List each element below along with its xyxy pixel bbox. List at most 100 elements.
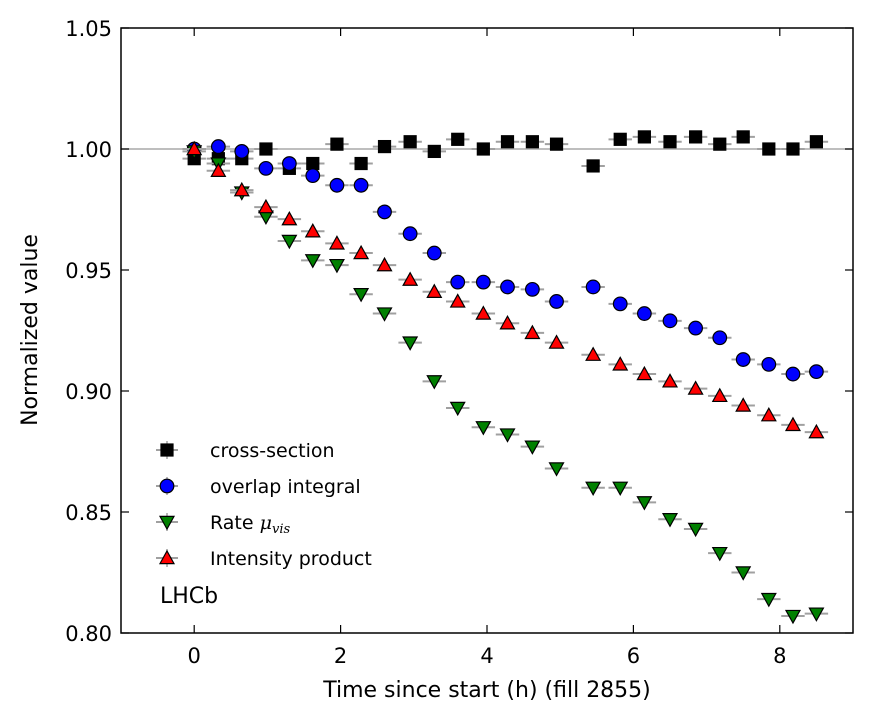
data-point bbox=[612, 481, 629, 497]
legend-marker bbox=[160, 443, 174, 457]
data-point bbox=[711, 387, 728, 403]
data-point bbox=[427, 144, 441, 159]
data-point bbox=[661, 373, 679, 388]
legend-item: overlap integral bbox=[156, 476, 361, 498]
data-point bbox=[736, 130, 750, 144]
data-point bbox=[329, 177, 345, 193]
data-point bbox=[426, 245, 442, 261]
data-point bbox=[524, 324, 541, 340]
data-point bbox=[475, 421, 492, 436]
data-point bbox=[500, 279, 515, 295]
data-point bbox=[258, 160, 274, 176]
tick-layer: 0 2 4 6 8 0.80 0.85 0.90 0.95 1.00 1.05 bbox=[65, 17, 853, 668]
data-point bbox=[735, 352, 751, 367]
legend-label: overlap integral bbox=[210, 476, 361, 498]
data-point bbox=[376, 256, 393, 272]
data-point bbox=[449, 293, 466, 308]
data-point bbox=[761, 356, 777, 372]
data-point bbox=[612, 296, 628, 312]
data-point bbox=[809, 135, 824, 149]
data-point bbox=[687, 522, 704, 538]
data-point bbox=[475, 274, 491, 290]
x-tick-label: 2 bbox=[334, 644, 347, 668]
data-point bbox=[784, 609, 801, 625]
legend-marker bbox=[158, 549, 176, 565]
x-tick-label: 0 bbox=[188, 644, 201, 668]
data-point bbox=[735, 566, 752, 581]
data-point bbox=[808, 423, 825, 439]
data-point bbox=[377, 139, 392, 154]
data-point bbox=[760, 592, 777, 608]
data-point bbox=[786, 142, 800, 156]
data-point bbox=[353, 244, 370, 260]
x-tick-label: 8 bbox=[773, 644, 786, 668]
data-point bbox=[402, 226, 418, 242]
data-layer bbox=[182, 130, 829, 625]
data-point bbox=[585, 346, 602, 361]
legend-label: Intensity product bbox=[210, 548, 372, 570]
y-tick-label: 0.95 bbox=[65, 259, 112, 283]
data-point bbox=[426, 375, 443, 390]
data-point bbox=[662, 313, 678, 329]
data-point bbox=[549, 294, 564, 309]
legend: cross-section overlap integral Rate μvis In… bbox=[156, 440, 372, 570]
legend-label: Rate μvis bbox=[210, 512, 290, 537]
data-point bbox=[353, 288, 370, 303]
data-point bbox=[353, 177, 369, 193]
x-axis-label: Time since start (h) (fill 2855) bbox=[322, 678, 651, 703]
data-point bbox=[735, 397, 752, 412]
data-point bbox=[585, 481, 602, 497]
y-tick-label: 0.90 bbox=[65, 380, 112, 404]
data-point bbox=[330, 137, 344, 151]
data-point bbox=[636, 496, 653, 511]
data-point bbox=[762, 142, 776, 156]
legend-item: Intensity product bbox=[156, 548, 372, 570]
data-point bbox=[426, 283, 443, 298]
data-point bbox=[613, 132, 627, 146]
x-tick-label: 6 bbox=[627, 644, 640, 668]
data-point bbox=[784, 416, 801, 432]
y-tick-label: 0.85 bbox=[65, 501, 112, 525]
data-point bbox=[449, 401, 466, 417]
data-point bbox=[548, 462, 565, 477]
data-point bbox=[328, 235, 345, 250]
legend-item: cross-section bbox=[156, 440, 335, 462]
lhcb-annotation: LHCb bbox=[160, 584, 218, 609]
data-point bbox=[304, 223, 321, 238]
data-point bbox=[281, 156, 297, 171]
data-point bbox=[549, 137, 564, 151]
data-point bbox=[689, 130, 703, 144]
data-point bbox=[809, 364, 824, 380]
data-point bbox=[636, 365, 653, 381]
data-point bbox=[785, 366, 801, 382]
data-point bbox=[524, 440, 541, 455]
data-point bbox=[281, 210, 298, 226]
data-point bbox=[760, 406, 777, 422]
data-point bbox=[210, 162, 227, 177]
data-point bbox=[637, 130, 651, 144]
data-point bbox=[524, 281, 540, 297]
data-point bbox=[354, 156, 368, 171]
data-point bbox=[661, 513, 679, 528]
data-point bbox=[210, 139, 226, 154]
data-point bbox=[186, 140, 203, 156]
data-point bbox=[711, 546, 728, 562]
data-point bbox=[500, 135, 515, 149]
y-axis-label: Normalized value bbox=[18, 234, 43, 426]
data-point bbox=[525, 135, 539, 149]
x-tick-label: 4 bbox=[480, 644, 493, 668]
data-point bbox=[808, 607, 825, 622]
data-point bbox=[305, 168, 321, 184]
data-point bbox=[402, 271, 419, 286]
data-point bbox=[259, 142, 273, 156]
data-point bbox=[499, 428, 516, 443]
data-point bbox=[476, 142, 490, 156]
data-point bbox=[377, 204, 392, 220]
data-point bbox=[233, 181, 250, 197]
data-point bbox=[257, 198, 274, 214]
data-point bbox=[234, 144, 250, 159]
data-point bbox=[328, 258, 345, 274]
legend-marker bbox=[159, 478, 175, 494]
data-point bbox=[475, 305, 492, 320]
